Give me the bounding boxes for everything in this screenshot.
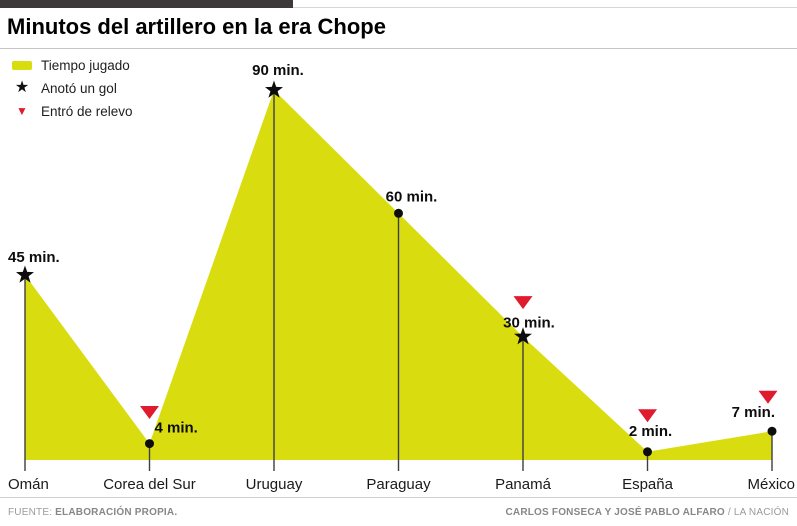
value-label: 7 min. — [732, 404, 775, 421]
legend-item-substitute: ▼ Entró de relevo — [12, 103, 133, 119]
title-divider — [0, 48, 797, 49]
category-label: Paraguay — [366, 476, 431, 493]
legend-label: Tiempo jugado — [41, 57, 130, 73]
category-label: Panamá — [495, 476, 552, 493]
value-label: 30 min. — [503, 315, 555, 332]
legend-label: Anotó un gol — [41, 80, 117, 96]
point-dot — [394, 208, 403, 218]
goal-star-icon: ★ — [14, 79, 30, 96]
legend: Tiempo jugado ★ Anotó un gol ▼ Entró de … — [12, 57, 133, 119]
category-label: México — [747, 476, 795, 493]
played-swatch-icon — [12, 60, 32, 70]
point-dot — [145, 439, 154, 449]
substitute-triangle-icon — [140, 406, 159, 420]
legend-label: Entró de relevo — [41, 103, 133, 119]
goal-star-icon — [16, 265, 34, 283]
value-label: 60 min. — [386, 188, 438, 205]
goal-star-icon — [265, 80, 283, 98]
category-label: Omán — [8, 476, 49, 493]
top-accent-bar — [0, 0, 293, 8]
value-label: 2 min. — [629, 423, 672, 440]
point-dot — [643, 447, 652, 457]
source-value: ELABORACIÓN PROPIA. — [55, 506, 178, 518]
value-label: 45 min. — [8, 249, 60, 266]
category-label: Uruguay — [246, 476, 303, 493]
substitute-triangle-icon — [513, 296, 533, 310]
page-title: Minutos del artillero en la era Chope — [7, 14, 386, 39]
value-label: 90 min. — [252, 62, 304, 79]
footer: FUENTE: ELABORACIÓN PROPIA. CARLOS FONSE… — [0, 498, 797, 526]
legend-item-goal: ★ Anotó un gol — [12, 80, 133, 96]
substitute-triangle-icon: ▼ — [16, 104, 28, 118]
value-label: 4 min. — [155, 420, 198, 437]
goal-star-icon — [514, 327, 532, 345]
category-label: España — [622, 476, 674, 493]
legend-item-played: Tiempo jugado — [12, 57, 133, 73]
top-rule — [293, 7, 797, 8]
source-credit: FUENTE: ELABORACIÓN PROPIA. — [8, 507, 177, 518]
point-dot — [767, 426, 777, 436]
credit-authors: CARLOS FONSECA Y JOSÉ PABLO ALFARO — [505, 506, 725, 518]
source-label: FUENTE: — [8, 506, 53, 518]
substitute-triangle-icon — [758, 390, 778, 404]
substitute-triangle-icon — [638, 409, 657, 423]
credit-publication: / LA NACIÓN — [727, 506, 789, 518]
footer-divider — [0, 497, 797, 498]
category-label: Corea del Sur — [103, 476, 196, 493]
author-credit: CARLOS FONSECA Y JOSÉ PABLO ALFARO / LA … — [505, 507, 789, 518]
